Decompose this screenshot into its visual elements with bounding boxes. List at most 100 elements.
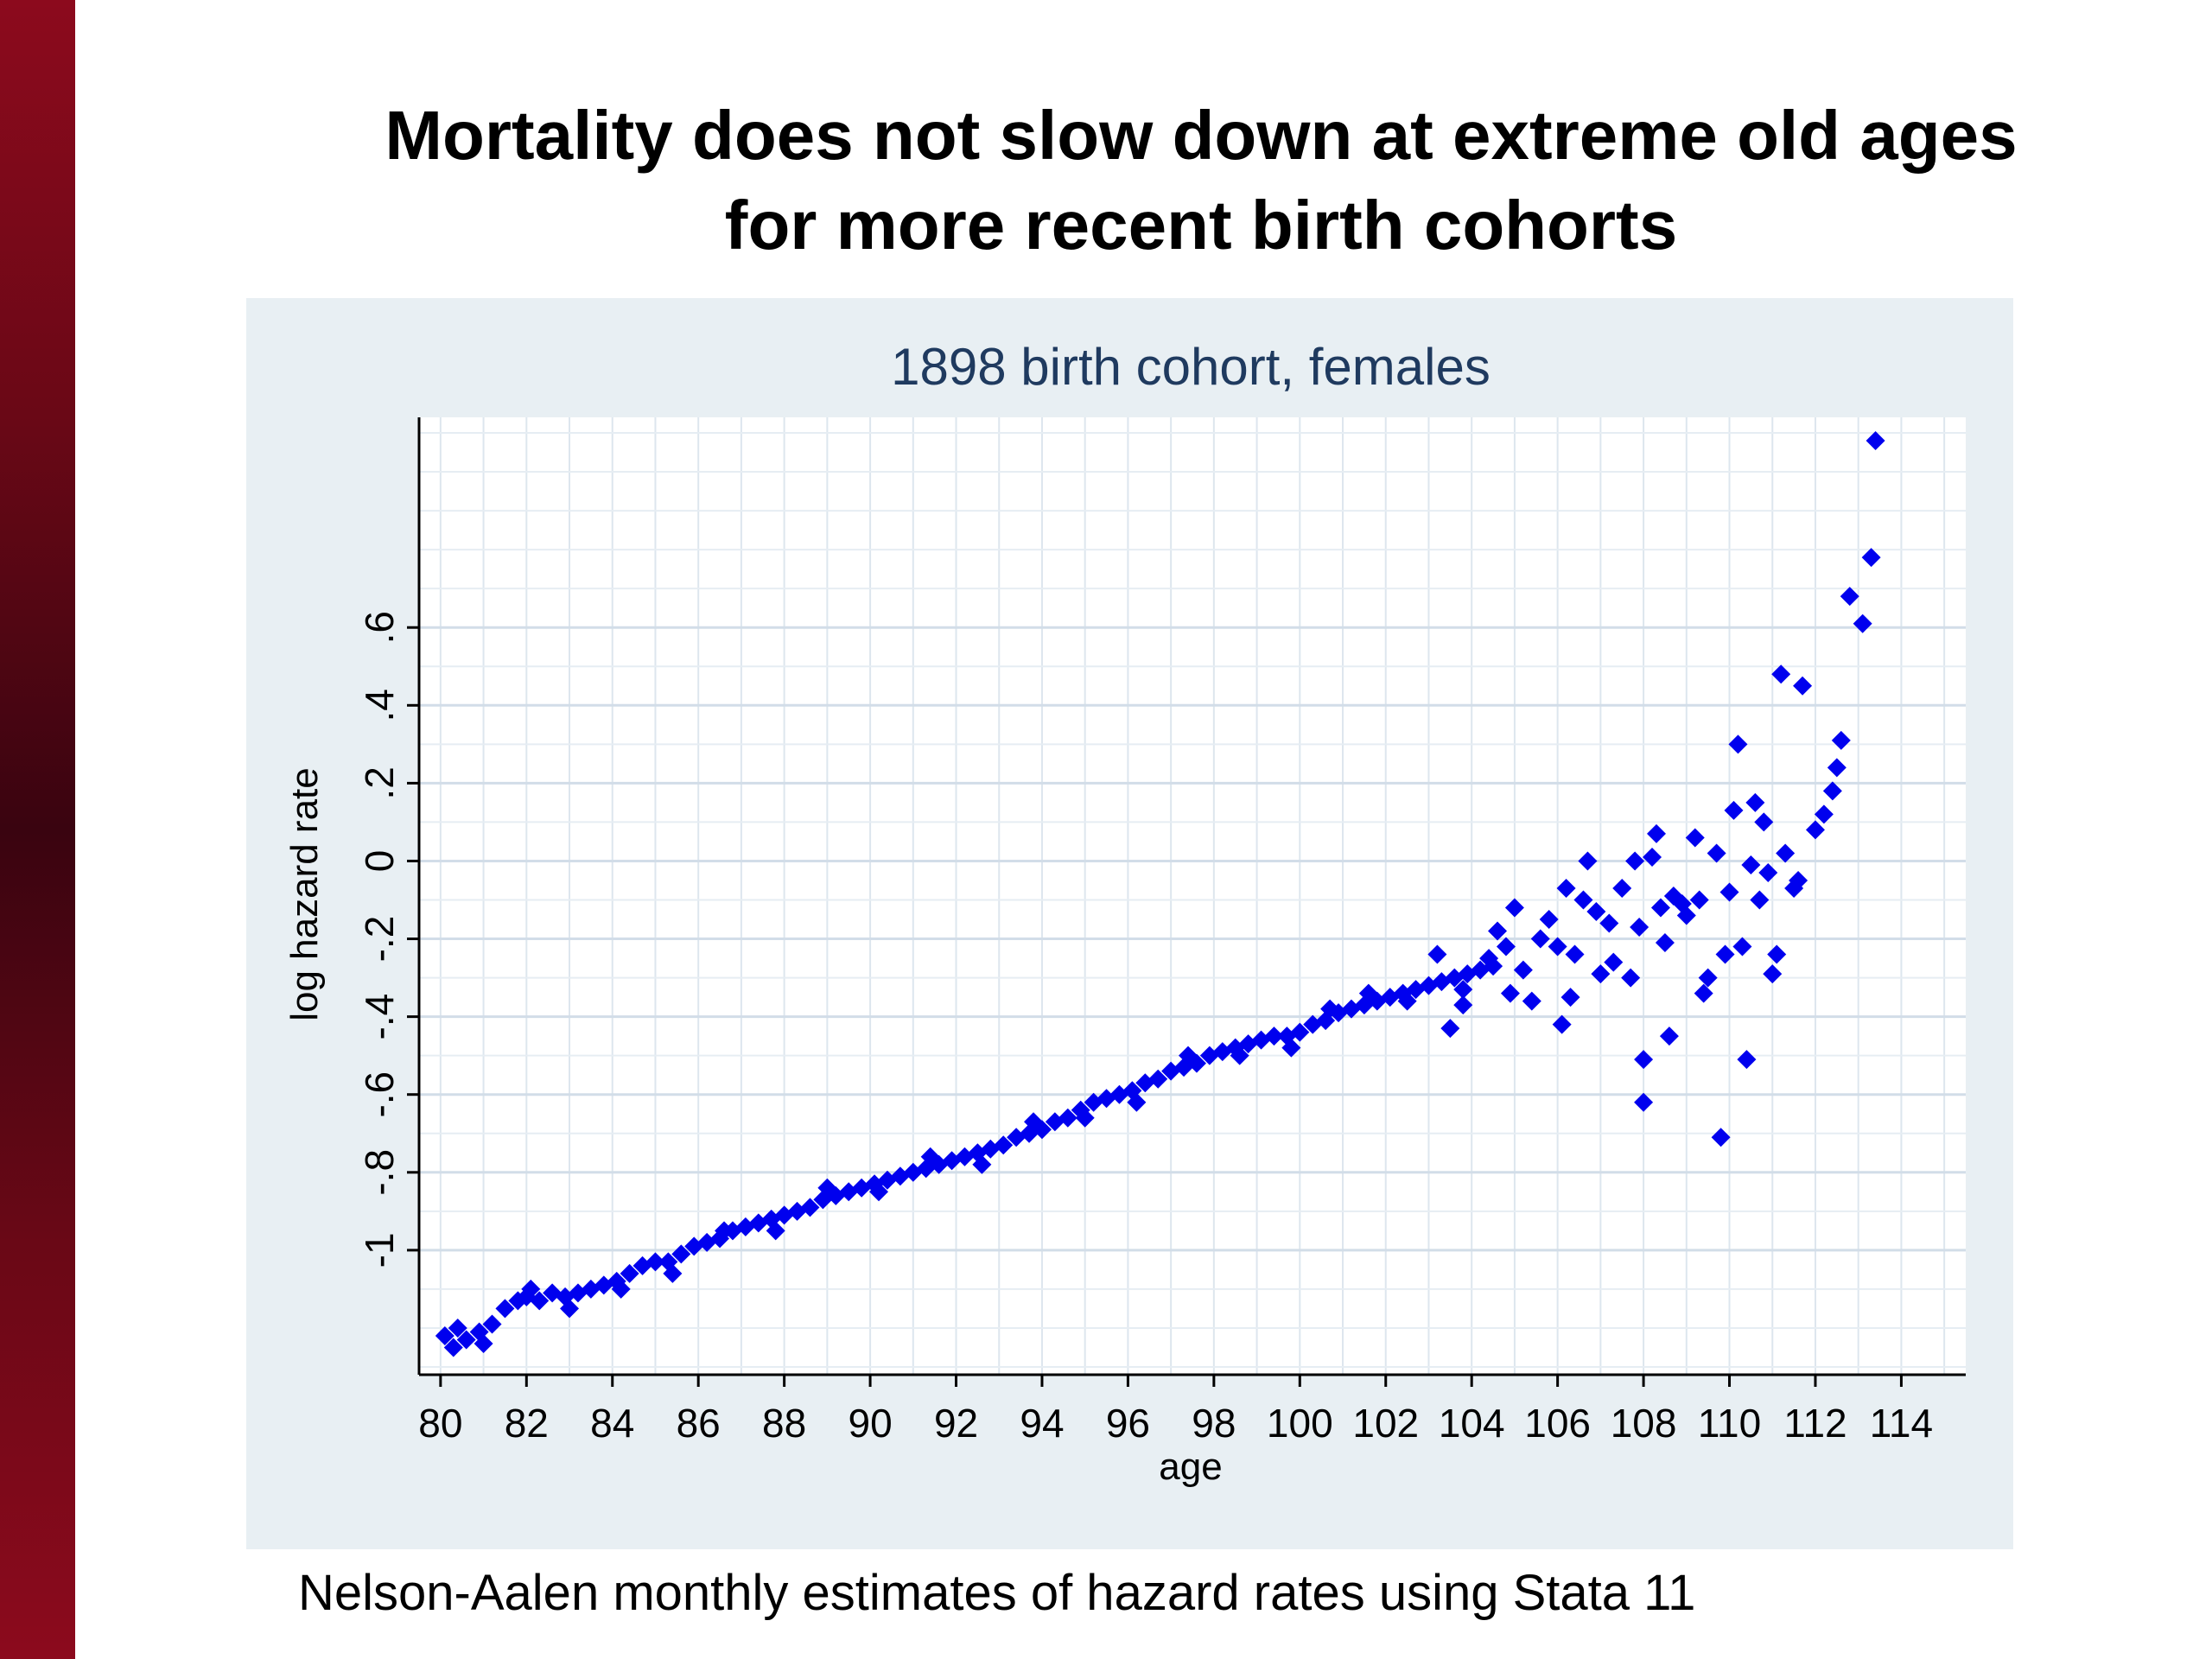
data-point (1728, 734, 1748, 754)
x-axis-label: age (1159, 1446, 1222, 1488)
data-points (435, 431, 1885, 1357)
data-point (1737, 1050, 1757, 1070)
slide-title-line-1: Mortality does not slow down at extreme … (385, 97, 2018, 174)
data-point (1659, 1027, 1679, 1046)
scatter-chart: 1898 birth cohort, females 80 82 84 86 88 90 9… (283, 338, 1966, 1488)
data-point (1556, 878, 1576, 898)
data-point (1075, 1108, 1095, 1128)
data-point (1805, 820, 1825, 840)
data-point (1789, 870, 1808, 890)
data-point (1776, 843, 1796, 863)
data-point (1539, 910, 1559, 930)
data-point (1625, 851, 1645, 871)
x-axis-ticks: 80 82 84 86 88 90 92 94 96 98 100 102 104 106 108 110 11… (418, 1375, 1933, 1446)
plot-area (419, 417, 1966, 1375)
data-point (611, 1279, 631, 1299)
data-point (658, 1252, 678, 1272)
data-point (1560, 988, 1580, 1007)
data-point (981, 1139, 1001, 1159)
data-point (800, 1198, 820, 1217)
data-point (1479, 949, 1499, 969)
data-point (1724, 800, 1744, 820)
data-point (1522, 991, 1541, 1011)
data-point (1148, 1069, 1168, 1089)
data-point (1488, 921, 1508, 941)
data-point (972, 1154, 992, 1174)
x-tick-label: 106 (1524, 1401, 1591, 1446)
data-point (1032, 1120, 1052, 1140)
data-point (1827, 758, 1847, 778)
data-point (1655, 933, 1675, 953)
data-point (1634, 1050, 1654, 1070)
x-tick-label: 82 (505, 1401, 549, 1446)
y-tick-label: -.8 (357, 1149, 402, 1196)
data-point (1707, 843, 1726, 863)
data-point (1745, 792, 1765, 812)
data-point (1793, 676, 1813, 696)
data-point (1767, 944, 1787, 964)
x-tick-label: 96 (1106, 1401, 1150, 1446)
x-tick-label: 114 (1870, 1401, 1933, 1446)
x-tick-label: 80 (418, 1401, 462, 1446)
data-point (1320, 999, 1340, 1019)
x-tick-label: 90 (848, 1401, 892, 1446)
x-tick-label: 102 (1352, 1401, 1419, 1446)
data-point (766, 1221, 785, 1241)
y-tick-label: .6 (357, 611, 402, 644)
data-point (1750, 890, 1770, 910)
data-point (1578, 851, 1598, 871)
y-tick-label: .2 (357, 766, 402, 799)
data-point (1161, 1061, 1181, 1081)
data-point (1496, 937, 1516, 957)
y-tick-label: -.6 (357, 1071, 402, 1118)
data-point (435, 1325, 454, 1345)
data-point (1715, 944, 1735, 964)
data-point (1711, 1128, 1731, 1147)
data-point (1763, 964, 1783, 984)
data-point (1440, 1019, 1460, 1039)
data-point (1831, 730, 1851, 750)
data-point (1604, 952, 1624, 972)
slide-caption: Nelson-Aalen monthly estimates of hazard… (298, 1565, 1696, 1621)
x-tick-label: 108 (1611, 1401, 1677, 1446)
data-point (1741, 855, 1761, 874)
data-point (1290, 1022, 1310, 1042)
x-tick-label: 110 (1698, 1401, 1761, 1446)
data-point (482, 1314, 502, 1334)
data-point (448, 1318, 467, 1338)
x-tick-label: 100 (1267, 1401, 1333, 1446)
data-point (817, 1178, 837, 1198)
data-point (869, 1182, 889, 1202)
data-point (1471, 960, 1491, 980)
data-point (1179, 1046, 1198, 1065)
axes (417, 417, 1966, 1376)
data-point (1612, 878, 1632, 898)
data-point (456, 1330, 476, 1350)
data-point (920, 1147, 940, 1166)
data-point (543, 1283, 563, 1303)
data-point (1504, 898, 1524, 918)
data-point (1552, 1014, 1572, 1034)
data-point (1599, 913, 1619, 933)
data-point (1866, 431, 1885, 451)
data-point (1754, 812, 1774, 832)
data-point (1621, 968, 1641, 988)
slide-title-line-2: for more recent birth cohorts (724, 187, 1678, 264)
chart-panel: 1898 birth cohort, females 80 82 84 86 88 90 9… (246, 298, 2013, 1549)
data-point (663, 1263, 683, 1283)
slide-title: Mortality does not slow down at extreme … (259, 91, 2143, 270)
data-point (645, 1252, 665, 1272)
data-point (1698, 968, 1718, 988)
data-point (671, 1244, 691, 1264)
data-point (1586, 902, 1606, 922)
data-point (1643, 847, 1662, 867)
y-axis-label: log hazard rate (283, 767, 326, 1021)
data-point (1647, 823, 1666, 843)
data-point (1397, 991, 1417, 1011)
data-point (1135, 1073, 1155, 1093)
data-point (994, 1135, 1014, 1155)
data-point (1500, 983, 1520, 1003)
data-point (1685, 828, 1705, 848)
data-point (1007, 1128, 1027, 1147)
data-point (1822, 781, 1842, 801)
